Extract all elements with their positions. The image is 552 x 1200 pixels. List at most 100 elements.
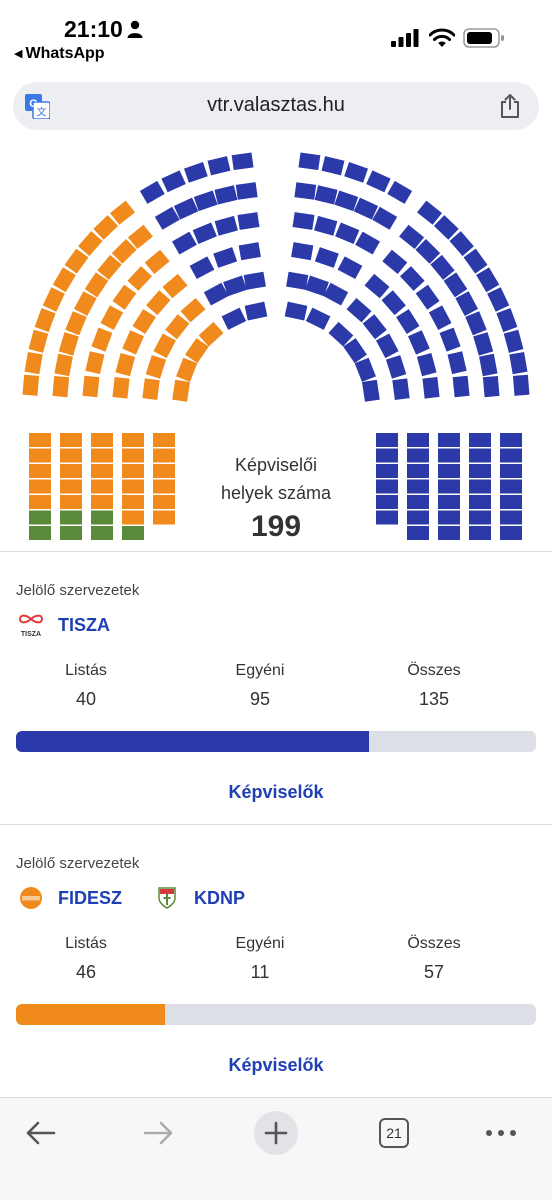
seat-55 xyxy=(193,190,218,212)
stat-individual: Egyéni 11 xyxy=(190,935,330,983)
seat-102 xyxy=(415,284,440,310)
translate-icon[interactable]: G 文 xyxy=(25,94,50,119)
seat-123 xyxy=(503,329,524,353)
stat-label: Egyéni xyxy=(235,662,285,679)
stat-value: 46 xyxy=(75,962,97,982)
seat-117 xyxy=(433,215,459,240)
seat-120 xyxy=(476,267,500,293)
share-icon[interactable] xyxy=(499,93,521,119)
seat-188 xyxy=(500,448,522,463)
seat-25 xyxy=(65,311,87,336)
seat-67 xyxy=(323,282,349,306)
seat-91 xyxy=(375,333,399,359)
tabs-button[interactable]: 21 xyxy=(369,1108,419,1158)
seat-138 xyxy=(60,510,82,525)
seat-167 xyxy=(407,448,429,463)
seat-96 xyxy=(396,309,420,335)
seat-1 xyxy=(176,357,198,382)
new-tab-button[interactable] xyxy=(251,1108,301,1158)
seat-145 xyxy=(91,510,113,525)
stat-label: Listás xyxy=(65,935,107,952)
seat-42 xyxy=(244,301,268,321)
seat-56 xyxy=(214,185,238,205)
seat-share-fill xyxy=(16,1004,165,1025)
seat-22 xyxy=(52,375,70,398)
seat-17 xyxy=(91,327,113,352)
divider xyxy=(0,551,552,552)
seat-share-bar xyxy=(16,731,536,752)
seat-76 xyxy=(314,185,338,205)
representatives-link[interactable]: Képviselők xyxy=(228,1055,324,1075)
seat-150 xyxy=(122,479,144,494)
seat-186 xyxy=(469,526,491,540)
seat-180 xyxy=(469,433,491,447)
seat-140 xyxy=(91,433,113,447)
seat-187 xyxy=(500,433,522,447)
seat-104 xyxy=(439,327,461,352)
seat-80 xyxy=(298,152,321,171)
signal-icon xyxy=(391,29,419,47)
address-bar[interactable]: G 文 vtr.valasztas.hu xyxy=(13,82,539,130)
seat-53 xyxy=(154,206,180,230)
seat-192 xyxy=(500,510,522,525)
party-name-kdnp[interactable]: KDNP xyxy=(194,887,246,908)
add-tab-icon xyxy=(254,1111,298,1155)
seat-129 xyxy=(29,479,51,494)
back-to-app-link[interactable]: ◀ WhatsApp xyxy=(14,45,105,63)
seat-86 xyxy=(343,338,367,364)
seat-62 xyxy=(231,152,254,171)
seat-28 xyxy=(97,254,122,280)
seat-155 xyxy=(153,448,175,463)
seat-73 xyxy=(335,222,360,244)
seat-127 xyxy=(29,448,51,463)
seat-105 xyxy=(447,351,467,375)
party-name-tisza[interactable]: TISZA xyxy=(58,614,110,635)
seat-168 xyxy=(407,464,429,478)
seat-19 xyxy=(112,284,137,310)
party-name-fidesz[interactable]: FIDESZ xyxy=(58,887,123,908)
seat-total: 199 xyxy=(250,510,302,543)
seat-52 xyxy=(237,212,260,230)
seat-182 xyxy=(469,464,491,478)
seat-44 xyxy=(223,275,247,297)
seat-190 xyxy=(500,479,522,494)
seat-94 xyxy=(364,273,390,299)
seat-163 xyxy=(376,479,398,494)
seat-31 xyxy=(22,374,40,396)
seat-131 xyxy=(29,510,51,525)
representatives-link[interactable]: Képviselők xyxy=(228,782,324,802)
card-label: Jelölő szervezetek xyxy=(16,582,140,599)
forward-button[interactable] xyxy=(133,1108,183,1158)
stat-label: Összes xyxy=(407,935,461,952)
seat-124 xyxy=(509,351,528,375)
seat-71 xyxy=(292,212,315,230)
seat-85 xyxy=(328,321,354,347)
seat-126 xyxy=(29,433,51,447)
seat-70 xyxy=(337,256,363,280)
seat-170 xyxy=(407,495,429,509)
seat-119 xyxy=(463,248,488,274)
seat-193 xyxy=(500,526,522,540)
back-button[interactable] xyxy=(16,1108,66,1158)
more-button[interactable] xyxy=(476,1108,526,1158)
tisza-logo-icon: TISZA xyxy=(16,610,46,640)
seat-72 xyxy=(314,215,338,236)
seat-13 xyxy=(146,290,171,316)
seat-133 xyxy=(60,433,82,447)
stat-total: Összes 57 xyxy=(364,935,504,983)
forward-arrow-icon xyxy=(143,1121,173,1145)
seat-57 xyxy=(235,182,258,200)
status-time: 21:10 xyxy=(64,16,123,42)
battery-icon xyxy=(463,28,504,48)
url-text[interactable]: vtr.valasztas.hu xyxy=(207,94,345,116)
seat-38 xyxy=(78,231,103,257)
seat-176 xyxy=(438,479,460,494)
seat-169 xyxy=(407,479,429,494)
seat-103 xyxy=(428,305,452,331)
seat-chart xyxy=(22,152,530,540)
seat-26 xyxy=(73,291,97,316)
stat-label: Összes xyxy=(407,662,461,679)
seat-171 xyxy=(407,510,429,525)
seat-45 xyxy=(243,271,266,290)
seat-49 xyxy=(172,231,197,255)
